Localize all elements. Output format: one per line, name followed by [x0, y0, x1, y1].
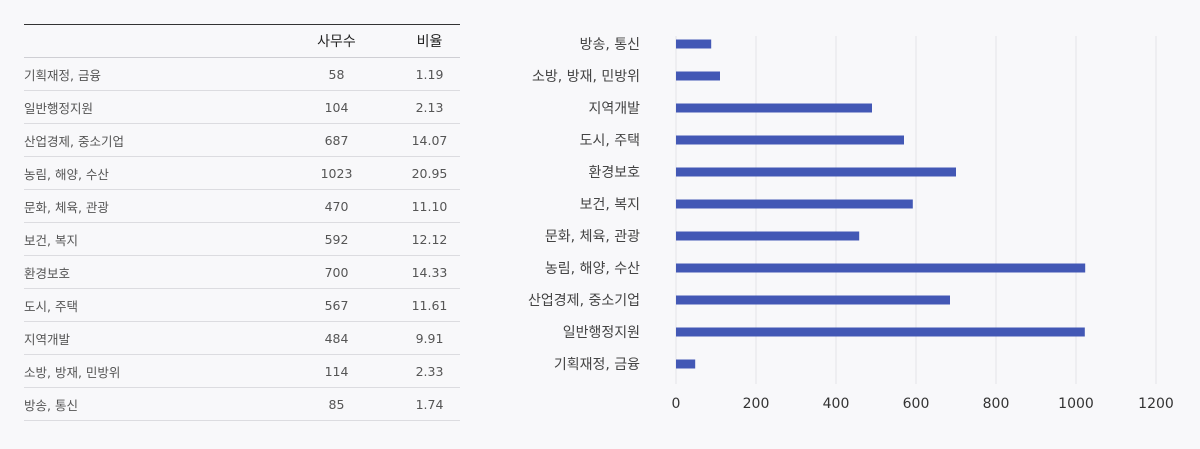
category-label: 농림, 해양, 수산 [545, 261, 640, 277]
row-count-cell: 104 [274, 90, 399, 124]
row-name-cell: 환경보호 [24, 255, 274, 289]
table-row: 농림, 해양, 수산 1023 20.95 [24, 156, 460, 190]
row-count-cell: 700 [274, 255, 399, 289]
x-tick-label: 1200 [1138, 396, 1174, 412]
category-label: 도시, 주택 [580, 133, 640, 149]
bar [676, 263, 1086, 273]
row-name-cell: 보건, 복지 [24, 222, 274, 256]
bar [676, 71, 720, 81]
category-label: 산업경제, 중소기업 [528, 293, 640, 309]
header-count: 사무수 [274, 24, 399, 58]
x-tick-label: 800 [983, 396, 1010, 412]
row-count-cell: 1023 [274, 156, 399, 190]
bar [676, 39, 712, 49]
category-label: 방송, 통신 [580, 37, 640, 53]
row-name-cell: 도시, 주택 [24, 288, 274, 322]
bar [676, 359, 696, 369]
table-header-row: 사무수 비율 [24, 24, 460, 58]
category-label: 기획재정, 금융 [554, 357, 640, 373]
data-table: 사무수 비율 기획재정, 금융 58 1.19 일반행정지원 104 2.13 산업경제, … [24, 24, 460, 421]
row-ratio-cell: 20.95 [399, 156, 460, 190]
table-row: 문화, 체육, 관광 470 11.10 [24, 189, 460, 223]
row-name-cell: 지역개발 [24, 321, 274, 355]
row-ratio-cell: 12.12 [399, 222, 460, 256]
header-name [24, 24, 274, 58]
table-row: 환경보호 700 14.33 [24, 255, 460, 289]
x-tick-label: 600 [903, 396, 930, 412]
row-ratio-cell: 11.61 [399, 288, 460, 322]
row-count-cell: 592 [274, 222, 399, 256]
bar [676, 199, 913, 209]
row-count-cell: 85 [274, 387, 399, 421]
table-row: 기획재정, 금융 58 1.19 [24, 57, 460, 91]
row-count-cell: 687 [274, 123, 399, 157]
category-label: 환경보호 [588, 165, 640, 181]
table-row: 소방, 방재, 민방위 114 2.33 [24, 354, 460, 388]
table-row: 방송, 통신 85 1.74 [24, 387, 460, 421]
row-ratio-cell: 1.74 [399, 387, 460, 421]
row-count-cell: 58 [274, 57, 399, 91]
category-label: 소방, 방재, 민방위 [532, 69, 640, 85]
table-row: 보건, 복지 592 12.12 [24, 222, 460, 256]
row-ratio-cell: 14.07 [399, 123, 460, 157]
bar [676, 295, 950, 305]
header-ratio: 비율 [399, 24, 460, 58]
row-ratio-cell: 11.10 [399, 189, 460, 223]
row-name-cell: 문화, 체육, 관광 [24, 189, 274, 223]
bar [676, 231, 860, 241]
row-name-cell: 방송, 통신 [24, 387, 274, 421]
table-body: 기획재정, 금융 58 1.19 일반행정지원 104 2.13 산업경제, 중소기업 687… [24, 57, 460, 421]
bar [676, 167, 956, 177]
category-label: 일반행정지원 [563, 325, 640, 341]
row-count-cell: 470 [274, 189, 399, 223]
table-row: 일반행정지원 104 2.13 [24, 90, 460, 124]
x-tick-label: 400 [823, 396, 850, 412]
x-tick-label: 0 [672, 396, 681, 412]
category-label: 문화, 체육, 관광 [545, 229, 640, 245]
row-name-cell: 일반행정지원 [24, 90, 274, 124]
row-name-cell: 산업경제, 중소기업 [24, 123, 274, 157]
bar [676, 103, 872, 113]
x-tick-label: 1000 [1058, 396, 1094, 412]
table-row: 산업경제, 중소기업 687 14.07 [24, 123, 460, 157]
category-label: 보건, 복지 [580, 197, 640, 213]
row-name-cell: 기획재정, 금융 [24, 57, 274, 91]
row-ratio-cell: 2.33 [399, 354, 460, 388]
bar [676, 135, 904, 145]
table-row: 도시, 주택 567 11.61 [24, 288, 460, 322]
data-table-section: 사무수 비율 기획재정, 금융 58 1.19 일반행정지원 104 2.13 산업경제, … [24, 24, 460, 421]
row-count-cell: 484 [274, 321, 399, 355]
row-ratio-cell: 9.91 [399, 321, 460, 355]
row-ratio-cell: 2.13 [399, 90, 460, 124]
bar [676, 327, 1085, 337]
row-count-cell: 567 [274, 288, 399, 322]
row-ratio-cell: 14.33 [399, 255, 460, 289]
table-row: 지역개발 484 9.91 [24, 321, 460, 355]
row-ratio-cell: 1.19 [399, 57, 460, 91]
row-name-cell: 소방, 방재, 민방위 [24, 354, 274, 388]
row-name-cell: 농림, 해양, 수산 [24, 156, 274, 190]
x-tick-label: 200 [743, 396, 770, 412]
row-count-cell: 114 [274, 354, 399, 388]
category-label: 지역개발 [588, 101, 640, 117]
